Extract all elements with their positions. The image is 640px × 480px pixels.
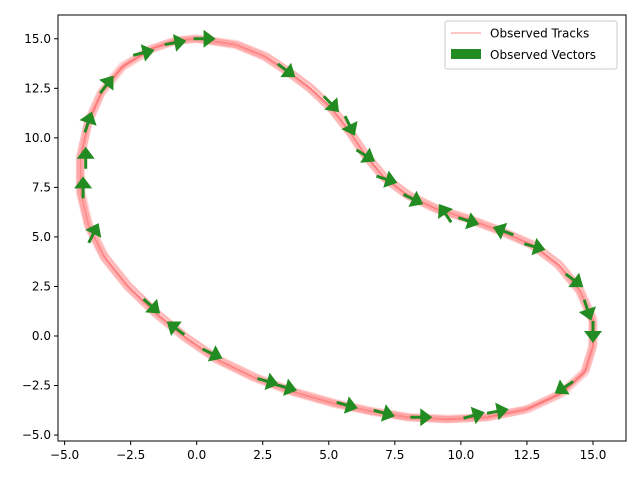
y-tick-label: 0.0 bbox=[32, 329, 51, 343]
legend-box bbox=[444, 20, 618, 70]
vector-arrow bbox=[584, 321, 602, 343]
vector-arrow bbox=[132, 44, 155, 62]
y-tick-label: 15.0 bbox=[24, 32, 51, 46]
vector-arrow bbox=[523, 237, 546, 256]
legend-tracks-label: Observed Tracks bbox=[490, 27, 589, 41]
vector-arrow bbox=[373, 404, 395, 422]
y-tick-label: 2.5 bbox=[32, 279, 51, 293]
vector-arrow bbox=[193, 29, 216, 48]
axes-frame bbox=[57, 14, 627, 442]
vector-arrow bbox=[463, 406, 485, 425]
x-tick-label: 12.5 bbox=[514, 448, 541, 462]
x-tick-label: 5.0 bbox=[319, 448, 338, 462]
y-axis: −5.0 −2.5 0.0 2.5 5.0 7.5 10.0 12.5 15.0 bbox=[22, 32, 58, 442]
vector-arrow bbox=[341, 115, 358, 136]
vector-arrow bbox=[402, 190, 424, 207]
x-tick-label: 15.0 bbox=[580, 448, 607, 462]
vector-arrow bbox=[376, 170, 398, 188]
x-axis: −5.0 −2.5 0.0 2.5 5.0 7.5 10.0 12.5 15.0 bbox=[50, 441, 606, 462]
y-tick-label: −2.5 bbox=[22, 379, 51, 393]
x-tick-label: 10.0 bbox=[448, 448, 475, 462]
x-tick-label: 7.5 bbox=[385, 448, 404, 462]
vector-arrow bbox=[164, 34, 187, 52]
y-tick-label: −5.0 bbox=[22, 428, 51, 442]
vector-arrow bbox=[486, 402, 509, 421]
legend-vectors-label: Observed Vectors bbox=[490, 48, 596, 62]
y-tick-label: 7.5 bbox=[32, 180, 51, 194]
x-tick-label: 0.0 bbox=[187, 448, 206, 462]
vector-arrow bbox=[85, 223, 102, 244]
vector-arrow bbox=[578, 299, 596, 321]
vector-arrow bbox=[202, 345, 223, 362]
vector-arrow bbox=[166, 321, 186, 336]
vector-arrow bbox=[276, 62, 296, 78]
x-tick-label: 2.5 bbox=[253, 448, 272, 462]
vector-arrow bbox=[438, 204, 454, 224]
x-tick-label: −2.5 bbox=[116, 448, 145, 462]
vector-arrow bbox=[99, 75, 114, 94]
vector-arrow bbox=[336, 396, 358, 414]
vector-arrow bbox=[275, 378, 298, 396]
legend: Observed Tracks Observed Vectors bbox=[444, 20, 618, 70]
vector-arrow bbox=[564, 272, 584, 288]
legend-vectors-swatch bbox=[451, 49, 481, 59]
vector-arrow bbox=[74, 176, 93, 199]
vector-arrow bbox=[457, 212, 480, 230]
vector-arrow bbox=[410, 408, 433, 427]
y-tick-label: 12.5 bbox=[24, 81, 51, 95]
vector-arrow bbox=[257, 372, 279, 390]
vector-arrow bbox=[322, 95, 339, 113]
vector-arrow bbox=[76, 146, 95, 169]
vector-arrow bbox=[79, 111, 97, 133]
y-tick-label: 10.0 bbox=[24, 131, 51, 145]
vector-arrow bbox=[142, 297, 161, 314]
vector-arrow bbox=[492, 222, 514, 240]
y-tick-label: 5.0 bbox=[32, 230, 51, 244]
vector-arrow bbox=[355, 147, 376, 163]
plot-area bbox=[74, 29, 602, 427]
vector-arrow bbox=[554, 379, 574, 395]
x-tick-label: −5.0 bbox=[50, 448, 79, 462]
